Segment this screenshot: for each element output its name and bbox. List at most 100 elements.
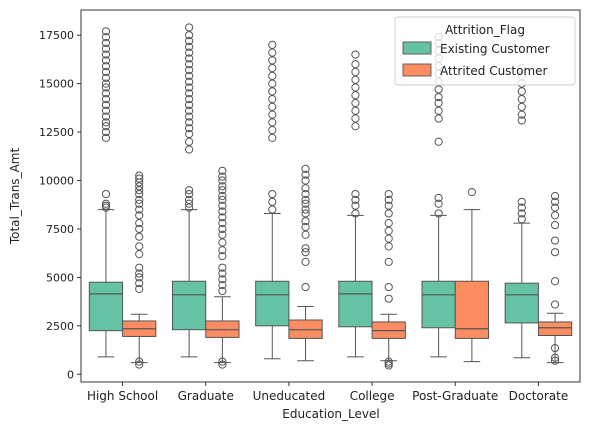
outlier-point [268, 205, 277, 214]
outlier-point [268, 118, 277, 127]
outlier-point [218, 360, 227, 369]
outlier-point [550, 353, 560, 362]
outlier-point [218, 281, 227, 290]
outlier-point [101, 44, 111, 53]
outlier-point [135, 242, 144, 251]
outlier-point [218, 176, 227, 185]
outlier-point [268, 56, 277, 65]
outlier-point [434, 106, 443, 115]
box-group-attrited [288, 164, 323, 362]
box-group-attrited [537, 191, 573, 365]
x-axis: High School Graduate Uneducated College Post… [87, 382, 568, 403]
outlier-point [185, 48, 194, 57]
outlier-point [351, 50, 360, 59]
outlier-point [268, 79, 277, 88]
outlier-point [301, 217, 310, 226]
legend-label-attrited: Attrited Customer [440, 64, 548, 78]
x-tick-label: Doctorate [509, 389, 569, 403]
outlier-point [550, 203, 560, 212]
outlier-point [135, 219, 144, 228]
x-tick-label: Uneducated [253, 389, 326, 403]
outlier-point [268, 95, 277, 104]
outlier-point [185, 195, 194, 204]
outlier-point [135, 273, 144, 282]
outlier-point [434, 193, 443, 203]
box-existing [421, 280, 456, 329]
box-group-existing [421, 33, 456, 358]
box-existing [171, 280, 207, 331]
outlier-point [301, 195, 310, 204]
outlier-point [384, 189, 393, 199]
outlier-point [218, 213, 227, 222]
outlier-point [101, 83, 111, 92]
outlier-point [218, 166, 227, 175]
outlier-point [301, 209, 310, 218]
outlier-point [384, 201, 393, 210]
y-tick-label: 12500 [39, 126, 74, 139]
y-tick-label: 0 [67, 368, 74, 381]
boxes-layer [88, 23, 573, 370]
outlier-point [185, 124, 194, 133]
outlier-point [218, 230, 227, 239]
outlier-point [135, 189, 144, 199]
box-existing [504, 282, 539, 324]
outlier-point [268, 197, 277, 206]
y-tick-label: 5000 [46, 271, 74, 284]
outlier-point [550, 197, 560, 206]
outlier-point [434, 93, 443, 102]
outlier-point [301, 205, 310, 214]
outlier-point [135, 284, 144, 294]
outlier-point [301, 244, 310, 253]
x-tick-label: Post-Graduate [412, 389, 498, 403]
outlier-point [218, 263, 227, 272]
outlier-point [185, 186, 194, 195]
outlier-point [101, 127, 111, 137]
outlier-point [185, 203, 194, 212]
outlier-point [384, 257, 393, 266]
outlier-point [135, 232, 144, 241]
outlier-point [218, 201, 227, 210]
outlier-point [135, 360, 144, 369]
box-group-attrited [454, 188, 490, 363]
legend-swatch-attrited [402, 63, 432, 77]
outlier-point [185, 89, 194, 98]
y-axis-label: Total_Trans_Amt [8, 148, 22, 246]
outlier-point [101, 73, 111, 82]
outlier-point [135, 279, 144, 288]
outlier-point [135, 195, 144, 204]
outlier-point [384, 282, 393, 292]
outlier-point [550, 277, 560, 286]
outlier-point [384, 219, 393, 228]
outlier-point [351, 98, 360, 108]
outlier-point [268, 71, 277, 80]
outlier-point [101, 27, 111, 36]
outlier-point [185, 137, 194, 146]
outlier-point [218, 182, 227, 191]
outlier-point [301, 199, 310, 208]
outlier-point [434, 199, 443, 208]
x-tick-label: Graduate [178, 389, 234, 403]
outlier-point [185, 31, 194, 40]
outlier-point [301, 282, 310, 292]
outlier-point [517, 197, 526, 206]
box-group-existing [88, 27, 124, 358]
outlier-point [218, 275, 227, 284]
outlier-point [218, 191, 227, 201]
outlier-point [218, 286, 227, 296]
outlier-point [550, 220, 560, 230]
outlier-point [185, 112, 194, 121]
box-group-attrited [371, 189, 406, 370]
legend: Attrition_Flag Existing Customer Attrite… [394, 16, 576, 86]
outlier-point [351, 75, 360, 84]
box-group-attrited [122, 171, 157, 369]
outlier-point [101, 199, 111, 208]
outlier-point [101, 79, 111, 88]
outlier-point [185, 23, 194, 32]
axes-layer [80, 9, 581, 383]
outlier-point [550, 211, 560, 220]
outlier-point [135, 171, 144, 180]
outlier-point [268, 133, 277, 142]
box-attrited [454, 280, 490, 339]
outlier-point [351, 106, 360, 115]
outlier-point [185, 100, 194, 110]
